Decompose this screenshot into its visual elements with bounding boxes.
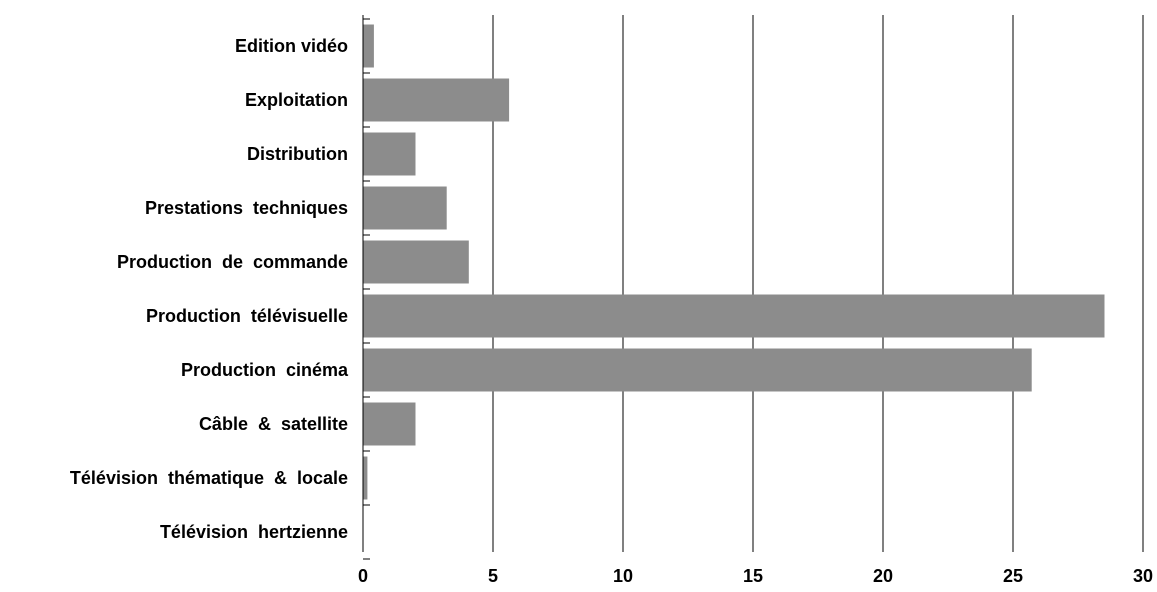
x-tick-label: 10 (613, 566, 633, 586)
bar (363, 456, 368, 500)
category-label: Edition vidéo (235, 36, 348, 56)
gridlines (492, 15, 1144, 552)
tick-labels: 0 5 10 15 20 25 30 (358, 566, 1153, 586)
bar (363, 294, 1105, 338)
category-labels: Edition vidéo Exploitation Distribution Pre… (70, 36, 349, 542)
x-tick-label: 15 (743, 566, 763, 586)
category-label: Production de commande (117, 252, 348, 272)
bar (363, 186, 447, 230)
x-tick-label: 5 (488, 566, 498, 586)
bars (363, 24, 1105, 500)
category-label: Distribution (247, 144, 348, 164)
bar (363, 240, 469, 284)
x-tick-label: 0 (358, 566, 368, 586)
category-label: Prestations techniques (145, 198, 348, 218)
x-tick-label: 30 (1133, 566, 1153, 586)
x-tick-label: 25 (1003, 566, 1023, 586)
category-label: Télévision hertzienne (160, 522, 348, 542)
category-label: Câble & satellite (199, 414, 348, 434)
category-label: Production télévisuelle (146, 306, 348, 326)
bar (363, 402, 416, 446)
bar (363, 348, 1032, 392)
bar (363, 24, 374, 68)
axes (362, 15, 370, 560)
x-tick-label: 20 (873, 566, 893, 586)
bar (363, 132, 416, 176)
bar (363, 78, 510, 122)
category-label: Télévision thématique & locale (70, 468, 348, 488)
category-label: Production cinéma (181, 360, 349, 380)
category-label: Exploitation (245, 90, 348, 110)
